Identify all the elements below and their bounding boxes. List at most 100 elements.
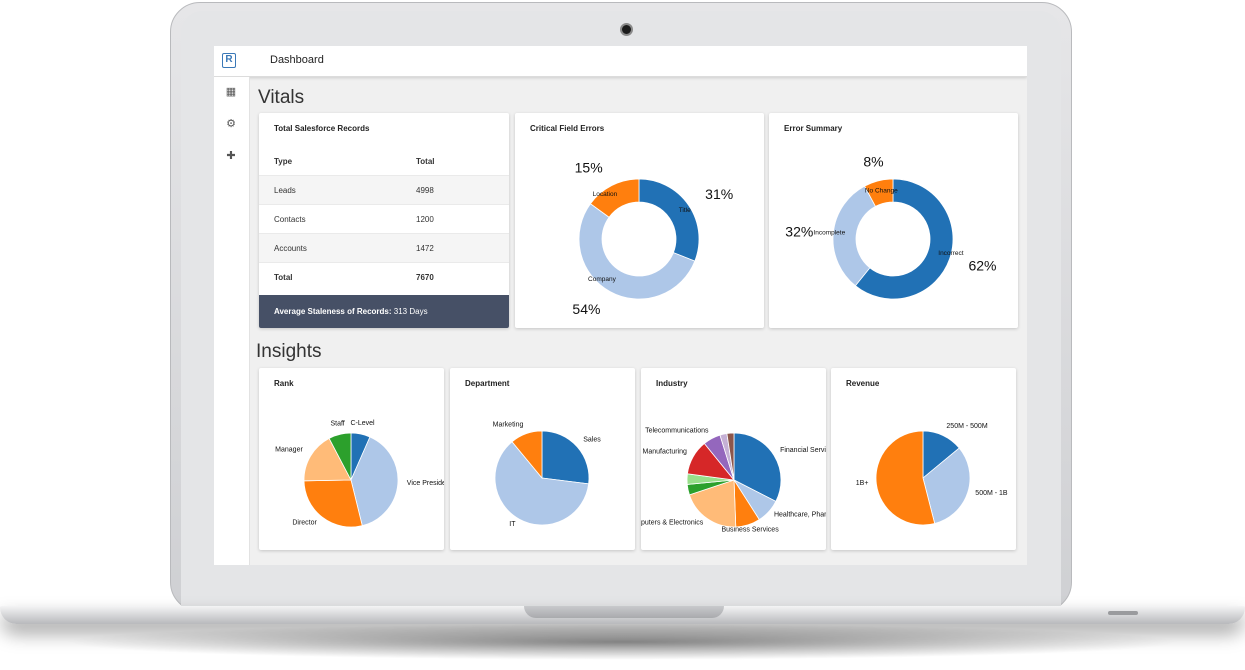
pie-slice[interactable]: [511, 430, 543, 480]
table-header-row: Type Total: [259, 147, 509, 176]
row-total: 4998: [416, 175, 509, 205]
row-type: Leads: [259, 175, 416, 205]
percent-label: 54%: [572, 301, 600, 317]
section-title-vitals: Vitals: [258, 87, 305, 108]
pie-slice[interactable]: [589, 178, 640, 218]
slice-label: Business Services: [722, 527, 780, 534]
app-screen: R Dashboard ▦ ⚙ ✚ Vitals Total Salesforc…: [214, 46, 1027, 565]
slice-label: 1B+: [856, 480, 869, 487]
slice-label: Manager: [275, 446, 303, 453]
pie-slice[interactable]: [875, 430, 936, 526]
slice-label: Director: [292, 519, 317, 526]
pie-slice[interactable]: [864, 178, 894, 207]
column-header-type: Type: [259, 147, 416, 176]
slice-label: Incomplete: [813, 230, 845, 237]
pie-slice[interactable]: [303, 437, 352, 482]
industry-chart: Financial Services Healthcare, Pharmaceut…: [641, 427, 826, 534]
column-header-total: Total: [416, 147, 509, 176]
dashboard-icon[interactable]: ▦: [225, 86, 237, 98]
row-type: Accounts: [259, 233, 416, 263]
pie-slice[interactable]: [303, 479, 363, 528]
sidebar-rail: [214, 177, 250, 565]
pie-slice[interactable]: [578, 203, 696, 300]
slice-label: Title: [679, 207, 691, 214]
card-title: Error Summary: [784, 124, 843, 133]
slice-label: Financial Services: [780, 447, 826, 454]
slice-label: 500M - 1B: [975, 490, 1008, 497]
revenue-chart: 250M - 500M 500M - 1B 1B+: [856, 423, 1008, 526]
slice-label: IT: [509, 521, 516, 528]
gear-icon[interactable]: ⚙: [226, 118, 236, 130]
pie-slice[interactable]: [733, 432, 782, 502]
slice-label: Company: [588, 276, 617, 283]
pie-slice[interactable]: [350, 436, 399, 527]
percent-label: 62%: [968, 258, 996, 274]
table-row: Accounts 1472: [259, 233, 509, 263]
sidebar: ▦ ⚙ ✚: [214, 77, 250, 178]
slice-label: Marketing: [493, 421, 524, 428]
staleness-label: Average Staleness of Records:: [274, 307, 392, 316]
card-title: Revenue: [846, 379, 880, 388]
critical-field-errors-card: Critical Field Errors Title 31% Company 54%…: [515, 113, 764, 328]
table-row: Leads 4998: [259, 175, 509, 205]
slice-label: Staff: [330, 421, 344, 428]
row-total: 1200: [416, 204, 509, 234]
laptop-hinge-notch: [524, 606, 724, 618]
percent-label: 31%: [705, 186, 733, 202]
row-total: 1472: [416, 233, 509, 263]
row-type: Contacts: [259, 204, 416, 234]
slice-label: Location: [593, 191, 618, 198]
rank-chart: C-Level Vice President Director Manager Staf…: [275, 420, 444, 528]
card-title: Rank: [274, 379, 294, 388]
top-bar: R Dashboard: [214, 46, 1027, 77]
percent-label: 32%: [785, 224, 813, 240]
slice-label: Telecommunications: [645, 427, 709, 434]
pie-slice[interactable]: [726, 432, 735, 481]
pie-slice[interactable]: [541, 430, 590, 485]
total-label: Total: [274, 272, 293, 282]
table-total-row: Total 7670: [259, 263, 509, 292]
error-summary-card: Error Summary Incorrect 62% Incomplete 32% N…: [769, 113, 1018, 328]
page-title: Dashboard: [270, 54, 324, 66]
slice-label: Vice President: [407, 480, 444, 487]
records-card: Total Salesforce Records Type Total Lead…: [259, 113, 509, 328]
department-chart: Sales IT Marketing: [493, 421, 602, 528]
total-value: 7670: [416, 272, 434, 282]
industry-card: Industry Financial Services Healthcare, P…: [641, 368, 826, 550]
rank-card: Rank C-Level Vice President Director Manage…: [259, 368, 444, 550]
percent-label: 15%: [575, 160, 603, 176]
staleness-value: 313 Days: [393, 307, 428, 316]
section-title-insights: Insights: [256, 341, 322, 362]
card-title: Industry: [656, 379, 688, 388]
slice-label: C-Level: [350, 420, 375, 427]
pie-slice[interactable]: [638, 178, 700, 262]
card-title: Department: [465, 379, 510, 388]
slice-label: Healthcare, Pharmaceuticals, & Biotech: [774, 511, 826, 518]
puzzle-icon[interactable]: ✚: [226, 150, 236, 162]
slice-label: Sales: [583, 437, 601, 444]
pie-slice[interactable]: [922, 447, 971, 525]
card-title: Critical Field Errors: [530, 124, 605, 133]
staleness-banner: Average Staleness of Records: 313 Days: [259, 295, 509, 328]
slice-label: No Change: [865, 187, 898, 194]
laptop-shadow: [60, 624, 1185, 660]
slice-label: Incorrect: [938, 250, 963, 257]
app-logo[interactable]: R: [222, 53, 236, 68]
slice-label: Manufacturing: [643, 449, 687, 456]
pie-slice[interactable]: [688, 479, 737, 528]
critical-field-errors-chart: Title 31% Company 54% Location 15%: [572, 160, 733, 317]
pie-slice[interactable]: [494, 441, 590, 526]
percent-label: 8%: [863, 153, 883, 169]
card-title: Total Salesforce Records: [274, 124, 370, 133]
laptop-indicator: [1108, 611, 1138, 615]
records-table: Type Total Leads 4998 Contacts 1200 Acco…: [259, 147, 509, 291]
pie-slice[interactable]: [854, 178, 954, 300]
revenue-card: Revenue 250M - 500M 500M - 1B 1B+: [831, 368, 1016, 550]
slice-label: Computers & Electronics: [641, 519, 704, 526]
department-card: Department Sales IT Marketing: [450, 368, 635, 550]
slice-label: 250M - 500M: [946, 423, 987, 430]
table-row: Contacts 1200: [259, 204, 509, 234]
pie-slice[interactable]: [328, 432, 352, 481]
